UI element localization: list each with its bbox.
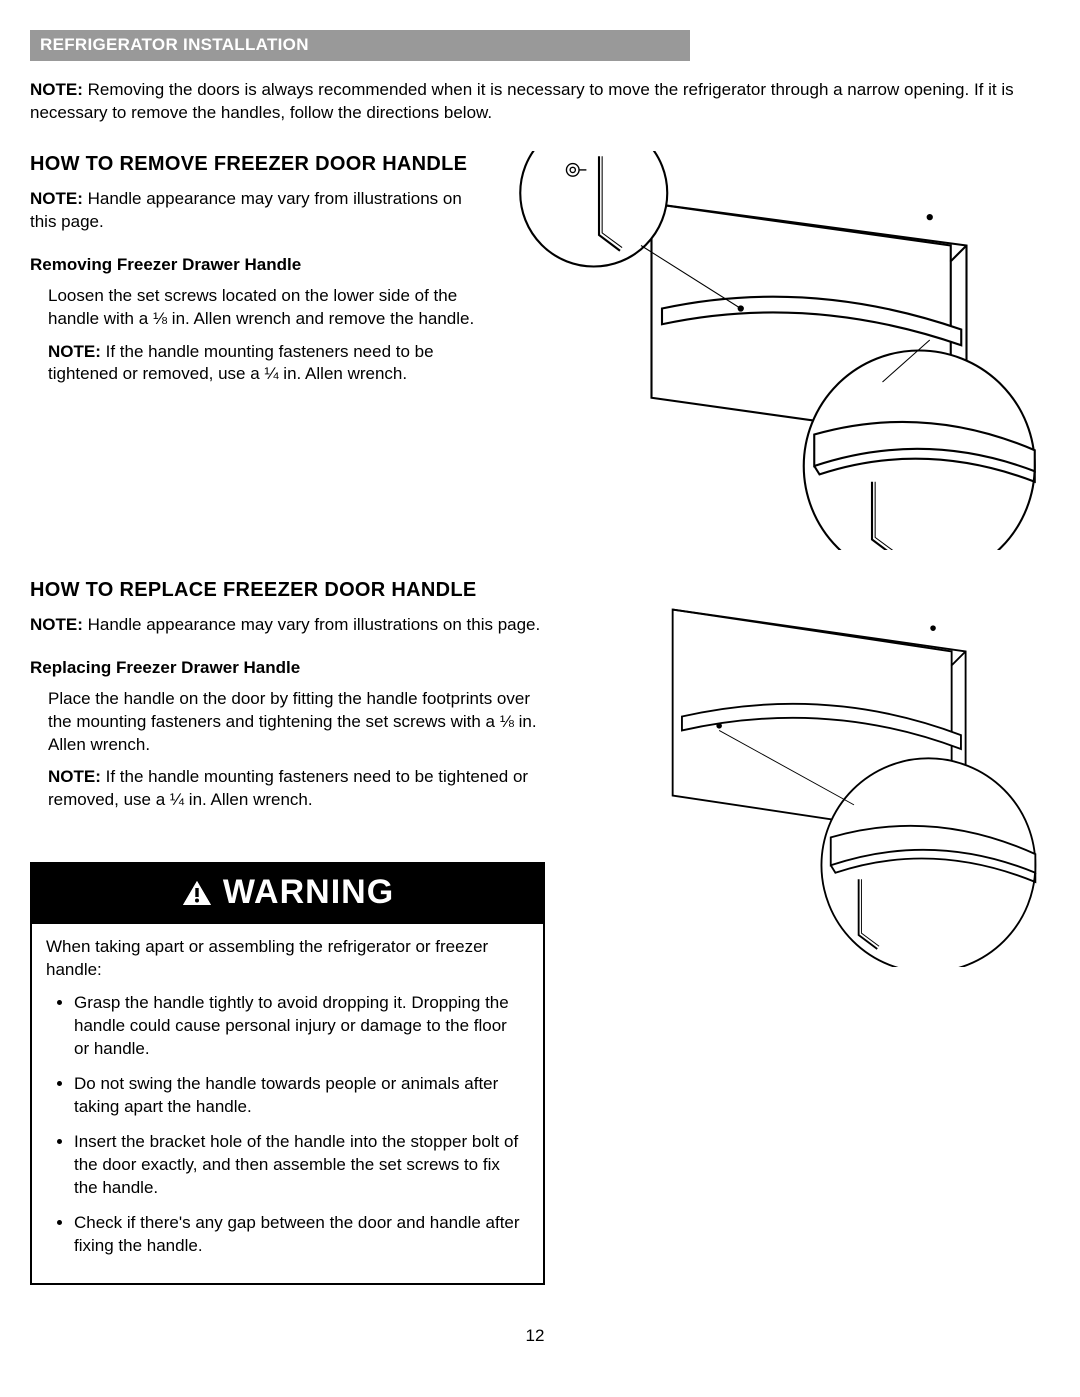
warning-body: When taking apart or assembling the refr… [32,924,543,1283]
replace-step-2: NOTE: If the handle mounting fasteners n… [48,766,545,812]
replace-note: NOTE: Handle appearance may vary from il… [30,614,545,637]
remove-heading: HOW TO REMOVE FREEZER DOOR HANDLE [30,151,485,178]
freezer-door-diagram-1 [515,151,1040,550]
intro-note: NOTE: Removing the doors is always recom… [30,79,1040,125]
section-replace-handle: HOW TO REPLACE FREEZER DOOR HANDLE NOTE:… [30,577,1040,1286]
replace-note-text: Handle appearance may vary from illustra… [83,615,540,634]
replace-step2-label: NOTE: [48,767,101,786]
freezer-door-diagram-2 [575,577,1040,968]
remove-step-2: NOTE: If the handle mounting fasteners n… [48,341,485,387]
remove-steps: Loosen the set screws located on the low… [30,285,485,387]
intro-note-label: NOTE: [30,80,83,99]
intro-note-text: Removing the doors is always recommended… [30,80,1014,122]
warning-item: Insert the bracket hole of the handle in… [74,1131,529,1200]
section-header-bar: REFRIGERATOR INSTALLATION [30,30,690,61]
warning-panel: WARNING When taking apart or assembling … [30,862,545,1285]
replace-steps: Place the handle on the door by fitting … [30,688,545,813]
remove-note: NOTE: Handle appearance may vary from il… [30,188,485,234]
remove-note-label: NOTE: [30,189,83,208]
warning-title: WARNING [223,870,394,916]
warning-item: Check if there's any gap between the doo… [74,1212,529,1258]
remove-step2-text: If the handle mounting fasteners need to… [48,342,434,384]
replace-subheading: Replacing Freezer Drawer Handle [30,657,545,680]
warning-header: WARNING [32,864,543,924]
warning-item: Do not swing the handle towards people o… [74,1073,529,1119]
remove-step2-label: NOTE: [48,342,101,361]
replace-note-label: NOTE: [30,615,83,634]
replace-step-1: Place the handle on the door by fitting … [48,688,545,757]
page-number: 12 [30,1325,1040,1348]
warning-list: Grasp the handle tightly to avoid droppi… [46,992,529,1257]
remove-illustration [515,151,1040,557]
warning-triangle-icon [181,879,213,907]
replace-heading: HOW TO REPLACE FREEZER DOOR HANDLE [30,577,545,604]
remove-note-text: Handle appearance may vary from illustra… [30,189,462,231]
warning-item: Grasp the handle tightly to avoid droppi… [74,992,529,1061]
replace-step2-text: If the handle mounting fasteners need to… [48,767,528,809]
warning-intro: When taking apart or assembling the refr… [46,936,529,982]
replace-illustration [575,577,1040,1286]
remove-subheading: Removing Freezer Drawer Handle [30,254,485,277]
section-remove-handle: HOW TO REMOVE FREEZER DOOR HANDLE NOTE: … [30,151,1040,557]
remove-step-1: Loosen the set screws located on the low… [48,285,485,331]
